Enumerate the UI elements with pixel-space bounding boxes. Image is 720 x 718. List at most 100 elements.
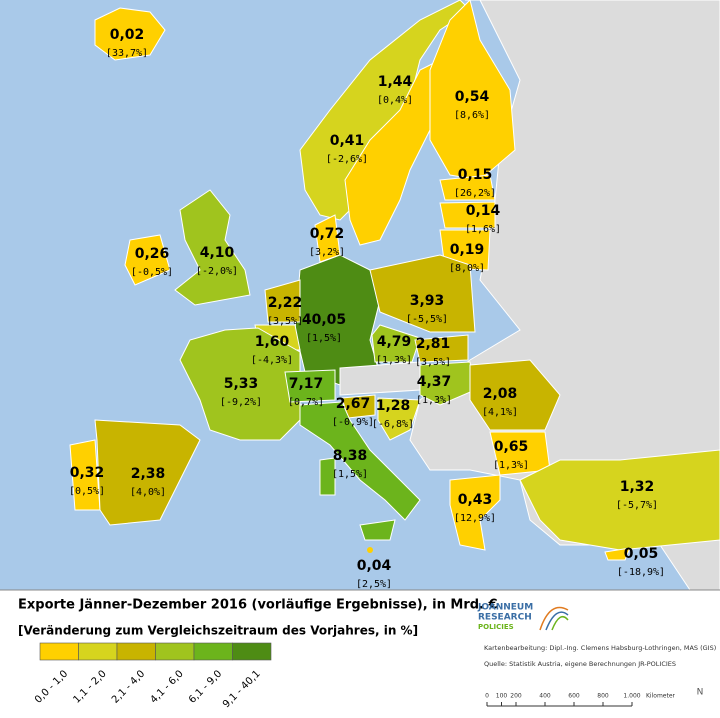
region-value: 2,22 — [268, 295, 303, 311]
region-change: [3,5%] — [267, 316, 303, 327]
region-change: [-5,7%] — [616, 500, 658, 511]
legend-label: 2,1 - 4,0 — [110, 668, 147, 705]
region-change: [1,3%] — [376, 355, 412, 366]
region-value: 0,05 — [624, 546, 659, 562]
netherlands — [264, 279, 301, 323]
scale-label: 1.000 — [623, 693, 640, 700]
region-change: [0,7%] — [288, 397, 324, 408]
region-change: [1,3%] — [493, 460, 529, 471]
region-change: [1,5%] — [306, 333, 342, 344]
region-value: 3,93 — [410, 293, 445, 309]
scale-label: 600 — [568, 693, 580, 700]
region-value: 7,17 — [289, 376, 324, 392]
region-value: 1,32 — [620, 479, 655, 495]
region-change: [3,2%] — [309, 247, 345, 258]
logo-line: POLICIES — [478, 623, 514, 631]
region-change: [4,0%] — [130, 487, 166, 498]
estonia — [439, 174, 496, 201]
title: Exporte Jänner-Dezember 2016 (vorläufige… — [18, 598, 498, 613]
region-change: [8,0%] — [449, 263, 485, 274]
region-value: 4,37 — [417, 374, 452, 390]
greece — [449, 474, 501, 551]
region-value: 0,19 — [450, 242, 485, 258]
countries — [69, 0, 720, 591]
scale-label: 200 — [510, 693, 522, 700]
region-value: 1,60 — [255, 334, 290, 350]
poland — [369, 254, 476, 333]
scale-label: 400 — [539, 693, 551, 700]
region-value: 2,81 — [416, 336, 451, 352]
region-change: [-18,9%] — [617, 567, 665, 578]
north-arrow: N — [697, 688, 704, 698]
region-value: 4,79 — [377, 334, 412, 350]
norway — [299, 0, 471, 221]
region-value: 2,38 — [131, 466, 166, 482]
region-change: [-9,2%] — [220, 397, 262, 408]
ireland — [124, 234, 171, 286]
scale-label: 0 — [485, 693, 489, 700]
switzerland — [284, 369, 336, 403]
region-change: [8,6%] — [454, 110, 490, 121]
spain — [94, 419, 201, 526]
region-change: [12,9%] — [454, 513, 496, 524]
region-change: [-6,8%] — [372, 419, 414, 430]
scale-label: 800 — [597, 693, 609, 700]
region-change: [3,5%] — [415, 357, 451, 368]
region-value: 2,67 — [336, 396, 371, 412]
region-change: [0,4%] — [377, 95, 413, 106]
region-value: 0,14 — [466, 203, 501, 219]
romania — [469, 359, 561, 431]
region-value: 1,44 — [378, 74, 413, 90]
austria — [339, 361, 421, 396]
region-value: 0,15 — [458, 167, 493, 183]
legend-swatch — [39, 642, 79, 661]
region-value: 2,08 — [483, 386, 518, 402]
region-value: 8,38 — [333, 448, 368, 464]
france — [179, 327, 301, 441]
region-value: 4,10 — [200, 245, 235, 261]
region-value: 0,65 — [494, 439, 529, 455]
region-change: [2,5%] — [356, 579, 392, 590]
region-change: [-2,6%] — [326, 154, 368, 165]
finland — [429, 0, 516, 181]
scale-unit: Kilometer — [646, 693, 676, 700]
legend-label: 1,1 - 2,0 — [71, 668, 108, 705]
region-change: [0,5%] — [69, 486, 105, 497]
latvia — [439, 201, 496, 229]
region-value: 0,32 — [70, 465, 105, 481]
region-value: 0,26 — [135, 246, 170, 262]
uk — [174, 189, 251, 306]
legend-swatch — [193, 642, 233, 661]
region-change: [1,3%] — [416, 395, 452, 406]
region-value: 0,54 — [455, 89, 490, 105]
turkey — [519, 449, 720, 551]
region-change: [-2,0%] — [196, 266, 238, 277]
subtitle: [Veränderung zum Vergleichszeitraum des … — [18, 624, 418, 638]
legend-label: 6,1 - 9,0 — [187, 668, 224, 705]
region-change: [-0,5%] — [131, 267, 173, 278]
region-change: [-4,3%] — [251, 355, 293, 366]
region-change: [1,5%] — [332, 469, 368, 480]
cyprus — [604, 547, 631, 561]
legend-label: 4,1 - 6,0 — [148, 668, 185, 705]
region-change: [-5,5%] — [406, 314, 448, 325]
region-value: 40,05 — [302, 312, 346, 328]
region-value: 0,43 — [458, 492, 493, 508]
legend-swatch — [78, 642, 118, 661]
logo-swirl — [539, 606, 569, 631]
region-value: 1,28 — [376, 398, 411, 414]
region-value: 0,72 — [310, 226, 345, 242]
legend-swatch — [116, 642, 156, 661]
hungary — [419, 361, 476, 406]
region-value: 0,02 — [110, 27, 145, 43]
legend-label: 0,0 - 1,0 — [33, 668, 70, 705]
credit: Quelle: Statistik Austria, eigene Berech… — [484, 660, 676, 668]
sicily — [359, 519, 396, 541]
italy — [299, 401, 421, 521]
region-change: [26,2%] — [454, 188, 496, 199]
slovakia — [414, 334, 469, 363]
region-change: [1,6%] — [465, 224, 501, 235]
region-value: 0,41 — [330, 133, 365, 149]
iceland — [94, 7, 166, 61]
